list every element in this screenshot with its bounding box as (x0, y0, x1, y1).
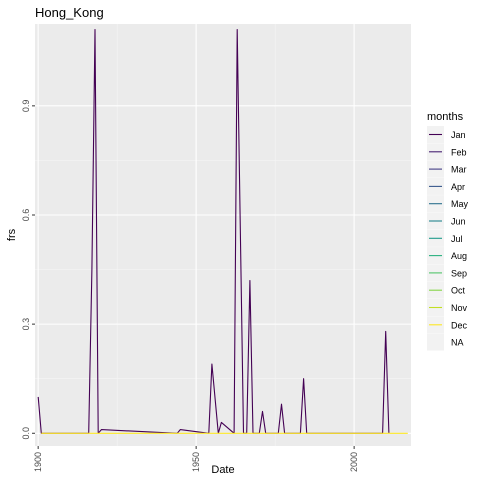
legend-label: Jul (451, 234, 463, 244)
legend-label: Jan (451, 130, 466, 140)
x-tick-label: 2000 (349, 452, 359, 472)
legend-label: May (451, 199, 469, 209)
legend-label: Nov (451, 303, 468, 313)
y-axis-title: frs (6, 228, 18, 241)
legend-label: NA (451, 338, 464, 348)
legend-label: Aug (451, 251, 467, 261)
x-tick-label: 1950 (191, 452, 201, 472)
chart-title: Hong_Kong (35, 5, 104, 20)
legend: Jan Feb Mar Apr May Jun Jul Aug Sep Oct Nov Dec NA (427, 126, 469, 351)
legend-label: Apr (451, 182, 465, 192)
legend-label: Jun (451, 217, 466, 227)
y-tick-label: 0.3 (21, 318, 31, 331)
legend-label: Sep (451, 268, 467, 278)
legend-label: Feb (451, 147, 467, 157)
y-tick-label: 0.9 (21, 100, 31, 113)
legend-key-box (427, 334, 444, 351)
y-tick-label: 0.0 (21, 427, 31, 440)
legend-title: months (427, 111, 464, 123)
x-tick-label: 1900 (33, 452, 43, 472)
y-tick-label: 0.6 (21, 209, 31, 222)
legend-label: Mar (451, 165, 467, 175)
x-axis-title: Date (211, 464, 234, 476)
legend-label: Dec (451, 320, 468, 330)
legend-label: Oct (451, 286, 466, 296)
